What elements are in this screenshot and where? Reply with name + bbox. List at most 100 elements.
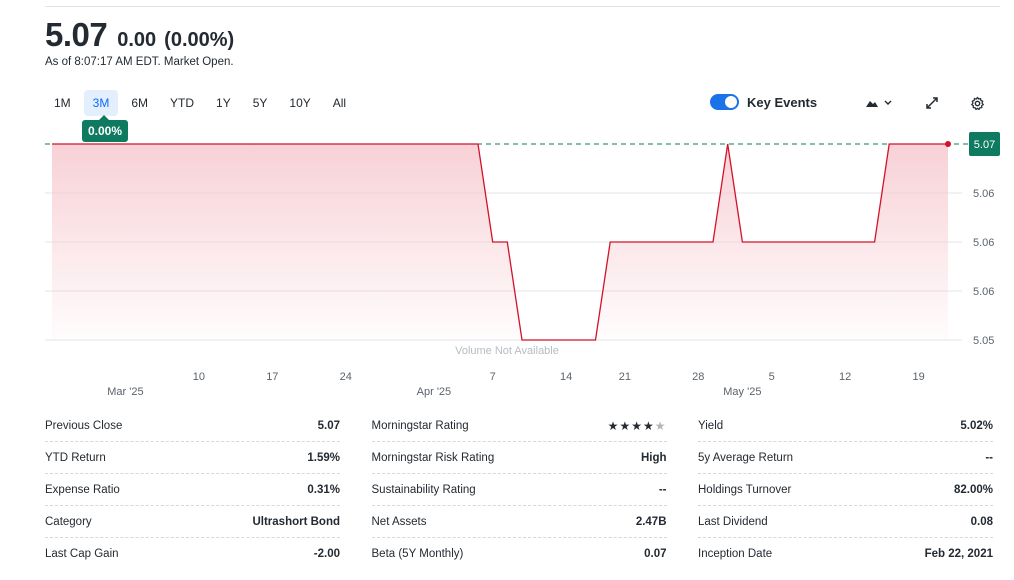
star-icon: ★ — [631, 418, 643, 433]
stat-row: Last Cap Gain -2.00 — [45, 538, 340, 570]
star-icon: ★ — [619, 418, 632, 433]
mountain-chart-icon — [866, 100, 892, 107]
range-change-tooltip: 0.00% — [82, 115, 129, 142]
y-tick-label: 5.06 — [973, 286, 994, 298]
stat-row: Sustainability Rating -- — [371, 474, 667, 506]
y-tick-label: 5.05 — [973, 335, 994, 347]
expand-button[interactable] — [920, 94, 944, 112]
x-tick-label: 10 — [193, 371, 205, 383]
stat-row: Morningstar Risk Rating High — [371, 442, 667, 474]
stat-label: Morningstar Risk Rating — [371, 451, 495, 464]
x-axis-labels: 10 17 24 7 14 21 28 5 12 19 Mar '25 Apr '25 May '25 — [107, 371, 924, 398]
stat-label: Category — [45, 515, 92, 528]
x-tick-label: 19 — [912, 371, 924, 383]
quote-header: 5.07 0.00 (0.00%) — [45, 16, 234, 54]
expand-icon — [926, 97, 938, 109]
stat-value: Ultrashort Bond — [252, 515, 340, 528]
x-tick-label: 17 — [266, 371, 278, 383]
fund-stats: Previous Close 5.07 YTD Return 1.59% Expense… — [45, 410, 993, 570]
x-tick-label: 7 — [490, 371, 496, 383]
stat-row: Beta (5Y Monthly) 0.07 — [372, 538, 667, 570]
stat-row: Expense Ratio 0.31% — [45, 474, 340, 506]
x-tick-label: 21 — [619, 371, 631, 383]
stats-column: Previous Close 5.07 YTD Return 1.59% Expense… — [45, 410, 340, 570]
toggle-switch[interactable] — [710, 94, 739, 110]
price-change: 0.00 — [117, 29, 157, 51]
y-axis-labels: 5.06 5.06 5.06 5.05 — [973, 188, 994, 347]
stat-value: 5.02% — [960, 419, 993, 432]
price-chart[interactable]: 5.07 5.06 5.06 5.06 5.05 10 17 24 7 14 21 28 5 12 19… — [0, 0, 1014, 410]
y-tick-label: 5.06 — [973, 188, 994, 200]
stat-row: Morningstar Rating ★★★★★ — [371, 410, 667, 442]
price-change-percent: (0.00%) — [164, 29, 235, 51]
stat-value: 82.00% — [953, 483, 993, 496]
current-price-tag — [969, 132, 1000, 156]
stat-row: Yield 5.02% — [698, 410, 993, 442]
y-tick-label: 5.06 — [973, 237, 994, 249]
gear-icon — [970, 96, 984, 110]
key-events-toggle[interactable]: Key Events — [710, 94, 817, 110]
star-icon: ★ — [654, 418, 667, 433]
x-tick-label: 5 — [769, 371, 775, 383]
stat-value: -2.00 — [313, 548, 340, 560]
top-divider — [45, 6, 1000, 7]
quote-timestamp: As of 8:07:17 AM EDT. Market Open. — [45, 56, 234, 68]
stat-row: Category Ultrashort Bond — [45, 506, 340, 538]
stat-value: 5.07 — [317, 419, 340, 432]
stat-value: 0.07 — [644, 548, 667, 560]
stat-row: Net Assets 2.47B — [371, 506, 667, 538]
stat-row: Holdings Turnover 82.00% — [698, 474, 993, 506]
stat-label: Beta (5Y Monthly) — [371, 548, 464, 560]
x-tick-label: 24 — [340, 371, 352, 383]
range-button-10y[interactable]: 10Y — [289, 96, 311, 110]
stat-value: High — [640, 451, 667, 464]
stat-label: 5y Average Return — [698, 451, 794, 464]
stat-row: Last Dividend 0.08 — [698, 506, 993, 538]
stats-column: Yield 5.02% 5y Average Return -- Holdings Tu… — [698, 410, 993, 570]
stat-value: 2.47B — [635, 515, 667, 528]
stat-label: Morningstar Rating — [371, 419, 469, 432]
stat-label: YTD Return — [45, 451, 106, 464]
stat-row: Inception Date Feb 22, 2021 — [698, 538, 993, 570]
last-price-point — [945, 141, 951, 147]
stat-label: Last Dividend — [698, 515, 768, 528]
chart-type-button[interactable] — [864, 94, 894, 112]
current-price-tag-label: 5.07 — [974, 139, 995, 151]
range-button-all[interactable]: All — [332, 96, 347, 110]
month-tick-label: Apr '25 — [417, 386, 452, 398]
range-selector: 1M 3M 6M YTD 1Y 5Y 10Y All — [45, 90, 359, 116]
settings-button[interactable] — [965, 94, 989, 112]
stat-value: Feb 22, 2021 — [924, 548, 993, 560]
stat-row: YTD Return 1.59% — [45, 442, 340, 474]
stat-value: 1.59% — [307, 451, 340, 464]
month-tick-label: Mar '25 — [107, 386, 143, 398]
key-events-label: Key Events — [747, 94, 818, 110]
x-tick-label: 28 — [692, 371, 704, 383]
star-icon: ★ — [642, 418, 655, 433]
current-price: 5.07 — [45, 16, 108, 53]
stat-label: Sustainability Rating — [371, 483, 476, 496]
x-tick-label: 14 — [560, 371, 572, 383]
stat-value: 0.31% — [307, 483, 340, 496]
star-icon: ★ — [607, 418, 620, 433]
range-button-5y[interactable]: 5Y — [252, 96, 268, 110]
stat-label: Yield — [698, 419, 724, 432]
stat-label: Previous Close — [45, 419, 123, 432]
volume-note: Volume Not Available — [455, 345, 559, 357]
range-button-1y[interactable]: 1Y — [216, 96, 231, 110]
stat-row: Previous Close 5.07 — [45, 410, 340, 442]
stats-column: Morningstar Rating ★★★★★ Morningstar Risk … — [371, 410, 667, 570]
stat-row: 5y Average Return -- — [698, 442, 993, 474]
month-tick-label: May '25 — [723, 386, 761, 398]
stat-label: Net Assets — [371, 515, 427, 528]
range-button-ytd[interactable]: YTD — [170, 96, 195, 110]
range-button-6m[interactable]: 6M — [131, 96, 149, 110]
stat-value: 0.08 — [970, 515, 993, 528]
stat-label: Inception Date — [698, 548, 773, 560]
stat-label: Last Cap Gain — [45, 548, 119, 560]
range-button-3m[interactable]: 3M — [83, 90, 119, 116]
stat-label: Expense Ratio — [45, 483, 120, 496]
price-line — [52, 141, 951, 341]
range-button-1m[interactable]: 1M — [54, 96, 71, 110]
stat-value: -- — [985, 451, 993, 464]
